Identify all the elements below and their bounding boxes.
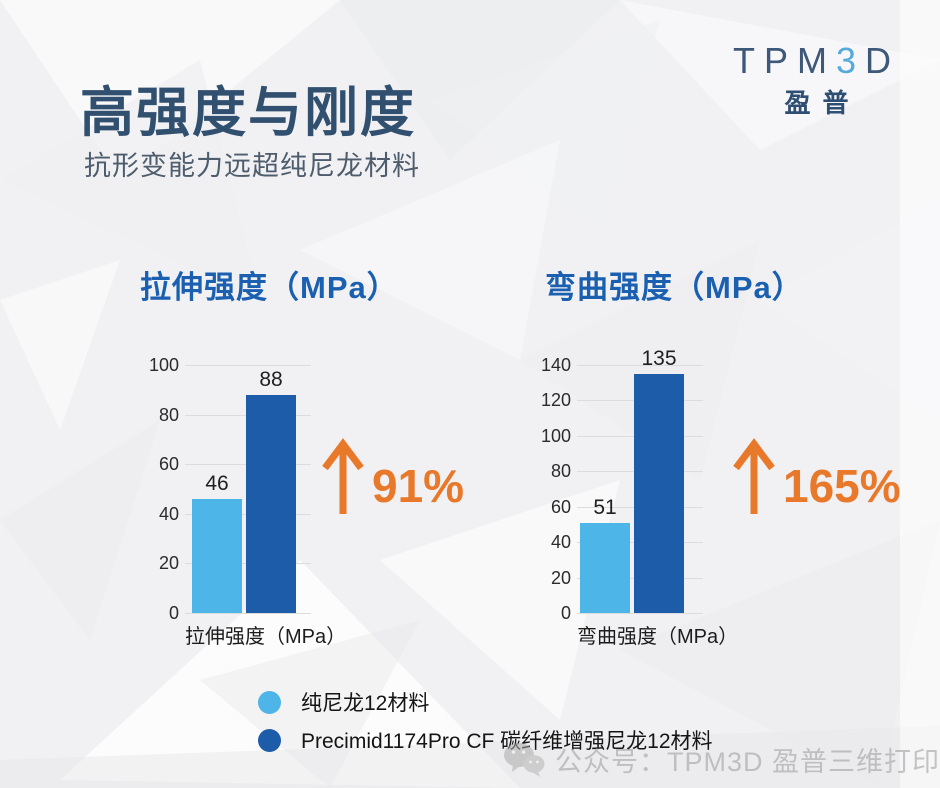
x-axis-label: 弯曲强度（MPa） [577,626,739,648]
bars: 51 135 [580,347,684,613]
y-tick-label: 40 [550,532,571,553]
y-tick-label: 60 [158,454,179,475]
gridline [185,365,311,366]
increase-annotation-tensile: 91% [320,438,464,518]
legend-label: Precimid1174Pro CF 碳纤维增强尼龙12材料 [301,730,713,753]
bar-value-label: 135 [641,346,677,370]
page-title: 高强度与刚度 [80,83,416,143]
chart-legend: 纯尼龙12材料 Precimid1174Pro CF 碳纤维增强尼龙12材料 [258,690,713,753]
bars: 46 88 [192,365,296,613]
brand-prefix: TPM [732,40,836,81]
y-tick-label: 120 [540,390,571,411]
bar-value-label: 51 [593,495,617,519]
bar: 51 [580,496,630,613]
legend-item-cf-nylon: Precimid1174Pro CF 碳纤维增强尼龙12材料 [258,728,713,753]
gridline [577,613,703,614]
y-tick-label: 40 [158,503,179,524]
bar-value-label: 46 [205,471,229,495]
gridline [577,365,703,366]
brand-logo: TPM3D 盈普 [733,40,900,120]
chart-title-tensile: 拉伸强度（MPa） [140,270,399,305]
bar: 135 [634,347,684,613]
y-tick-label: 20 [158,553,179,574]
legend-item-pure-nylon: 纯尼龙12材料 [258,690,713,715]
bar-value-label: 88 [259,367,283,391]
y-axis: 0 20 40 60 80 100 120 140 [527,355,571,623]
legend-label: 纯尼龙12材料 [301,692,430,715]
y-tick-label: 100 [540,425,571,446]
brand-logo-wordmark: TPM3D [733,40,900,82]
up-arrow-icon [322,438,364,514]
y-axis: 0 20 40 60 80 100 [135,355,179,623]
y-tick-label: 140 [540,355,571,375]
chart-title-flexural: 弯曲强度（MPa） [545,270,804,305]
increase-annotation-flexural: 165% [731,438,901,518]
brand-logo-chinese: 盈普 [784,88,861,118]
y-tick-label: 0 [560,603,571,623]
y-tick-label: 80 [550,461,571,482]
y-tick-label: 60 [550,496,571,517]
increase-value: 91% [372,460,465,512]
brand-suffix: D [865,40,900,81]
plot-area: 51 135 [577,347,703,614]
flexural-strength-chart: 0 20 40 60 80 100 120 140 51 135 弯曲强度（MPa） [527,347,739,665]
y-tick-label: 80 [158,404,179,425]
y-tick-label: 20 [550,567,571,588]
page-subtitle: 抗形变能力远超纯尼龙材料 [84,151,420,181]
plot-area: 46 88 [185,365,311,614]
wechat-icon [504,742,545,777]
watermark-text: 公众号：TPM3D 盈普三维打印 [555,747,940,777]
watermark: 公众号：TPM3D 盈普三维打印 [503,740,940,779]
tensile-strength-chart: 0 20 40 60 80 100 46 88 拉伸强度（MPa） [135,355,347,665]
bar: 88 [246,368,296,613]
x-axis-label: 拉伸强度（MPa） [185,626,347,648]
up-arrow-icon [733,438,775,514]
y-tick-label: 100 [148,355,179,375]
y-tick-label: 0 [168,603,179,623]
increase-value: 165% [783,460,901,512]
gridline [185,613,311,614]
bar: 46 [192,472,242,613]
legend-swatch-dark-blue [258,728,281,752]
brand-highlight: 3 [835,40,865,81]
legend-swatch-light-blue [258,690,281,714]
